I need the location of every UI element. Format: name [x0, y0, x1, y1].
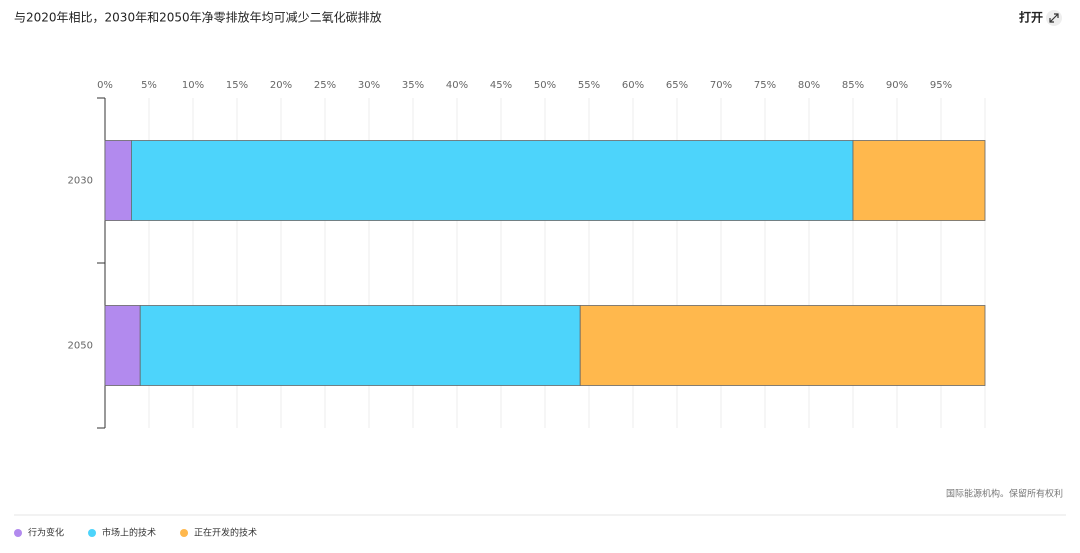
- y-tick-label: 2050: [68, 341, 93, 352]
- legend-swatch: [180, 529, 189, 537]
- bar-segment: [104, 305, 141, 386]
- source: 国际能源机构。保留所有权利: [946, 488, 1063, 500]
- bar-segment: [104, 140, 132, 221]
- legend-label: 正在开发的技术: [194, 527, 257, 539]
- x-tick-label: 15%: [226, 80, 248, 91]
- x-tick-label: 85%: [842, 80, 864, 91]
- x-tick-label: 5%: [141, 80, 157, 91]
- x-tick-label: 70%: [710, 80, 732, 91]
- x-tick-label: 30%: [358, 80, 380, 91]
- x-tick-label: 45%: [490, 80, 512, 91]
- legend-label: 市场上的技术: [102, 527, 156, 539]
- x-tick-label: 0%: [97, 80, 113, 91]
- chart-title: 与2020年相比，2030年和2050年净零排放年均可减少二氧化碳排放: [14, 10, 382, 25]
- x-tick-label: 75%: [754, 80, 776, 91]
- x-tick-label: 35%: [402, 80, 424, 91]
- legend-swatch: [14, 529, 22, 537]
- x-tick-label: 90%: [886, 80, 908, 91]
- x-tick-label: 95%: [930, 80, 952, 91]
- x-tick-label: 50%: [534, 80, 556, 91]
- x-tick-label: 80%: [798, 80, 820, 91]
- bar-segment: [130, 140, 854, 221]
- expand-icon[interactable]: [1049, 13, 1059, 23]
- open-button[interactable]: 打开: [1019, 10, 1062, 27]
- x-tick-label: 55%: [578, 80, 600, 91]
- open-button-label[interactable]: 打开: [1019, 10, 1043, 25]
- y-tick-label: 2030: [68, 176, 93, 187]
- x-tick-label: 10%: [182, 80, 204, 91]
- x-tick-label: 60%: [622, 80, 644, 91]
- x-tick-label: 40%: [446, 80, 468, 91]
- bar-segment: [579, 305, 986, 386]
- x-tick-label: 25%: [314, 80, 336, 91]
- x-tick-label: 65%: [666, 80, 688, 91]
- bar-segment: [852, 140, 986, 221]
- legend-swatch: [88, 529, 97, 537]
- x-tick-label: 20%: [270, 80, 292, 91]
- bar-segment: [139, 305, 581, 386]
- legend-label: 行为变化: [28, 527, 64, 539]
